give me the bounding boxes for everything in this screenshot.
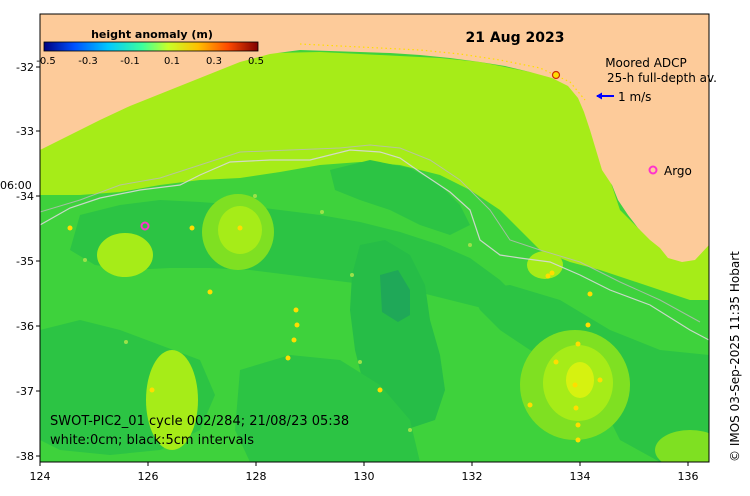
x-tick-label: 126 — [138, 470, 159, 483]
warm-eddy-south — [146, 350, 198, 450]
swot-pass-info: SWOT-PIC2_01 cycle 002/284; 21/08/23 05:… — [50, 414, 349, 429]
x-tick-label: 132 — [462, 470, 483, 483]
colorbar-title: height anomaly (m) — [91, 28, 213, 41]
y-tick-label: -34 — [16, 190, 34, 203]
adcp-legend: Moored ADCP 25-h full-depth av. 1 m/s — [596, 56, 717, 104]
y-tick-label: -36 — [16, 320, 34, 333]
track-observations — [67, 194, 603, 443]
low-anomaly-core — [380, 270, 410, 322]
adcp-scale-label: 1 m/s — [618, 90, 651, 104]
y-tick-label: -32 — [16, 61, 34, 74]
x-tick-label: 134 — [570, 470, 591, 483]
map-frame — [39, 13, 710, 463]
argo-legend-marker — [648, 165, 658, 175]
colorbar-tick: -0.3 — [78, 56, 98, 67]
warm-eddy-west — [97, 233, 153, 277]
argo-legend: Argo — [648, 164, 692, 178]
colorbar-gradient — [43, 41, 259, 52]
y-tick-label: -35 — [16, 255, 34, 268]
adcp-legend-subtitle: 25-h full-depth av. — [607, 71, 717, 85]
colorbar-tick: 0.1 — [164, 56, 180, 67]
adcp-scale-arrowhead — [596, 92, 602, 100]
low-anomaly-region-northeast — [330, 160, 470, 235]
colorbar-tick: -0.1 — [120, 56, 140, 67]
colorbar-tick: 0.5 — [248, 56, 264, 67]
colorbar-tick: -0.5 — [36, 56, 56, 67]
x-tick-label: 130 — [354, 470, 375, 483]
warm-eddy-east-core — [566, 362, 594, 398]
y-tick-label: -38 — [16, 450, 34, 463]
contour-interval-info: white:0cm; black:5cm intervals — [50, 433, 254, 448]
time-label: 06:00 — [0, 179, 32, 192]
imos-credit: © IMOS 03-Sep-2025 11:35 Hobart — [728, 251, 742, 462]
low-anomaly-region-south — [235, 355, 420, 462]
x-tick-label: 128 — [246, 470, 267, 483]
shelf-contour-line — [40, 144, 701, 323]
y-tick-label: -37 — [16, 385, 34, 398]
zero-contour-line — [40, 149, 709, 341]
argo-float-marker[interactable] — [140, 221, 150, 231]
warm-eddy-southeast — [655, 430, 709, 462]
y-axis-ticks — [36, 66, 40, 457]
x-tick-label: 124 — [30, 470, 51, 483]
adcp-legend-title: Moored ADCP — [605, 56, 687, 70]
colorbar: height anomaly (m) -0.5 -0.3 -0.1 0.1 0.… — [36, 28, 264, 67]
land-mass — [40, 14, 709, 262]
map-date: 21 Aug 2023 — [465, 30, 564, 46]
argo-legend-label: Argo — [664, 164, 692, 178]
y-tick-label: -33 — [16, 125, 34, 138]
x-tick-label: 136 — [678, 470, 699, 483]
adcp-mooring-marker[interactable] — [551, 70, 561, 80]
x-axis-ticks — [39, 462, 689, 466]
colorbar-tick: 0.3 — [206, 56, 222, 67]
map-plot-area — [40, 14, 709, 462]
coastal-anomaly-band — [40, 52, 709, 300]
